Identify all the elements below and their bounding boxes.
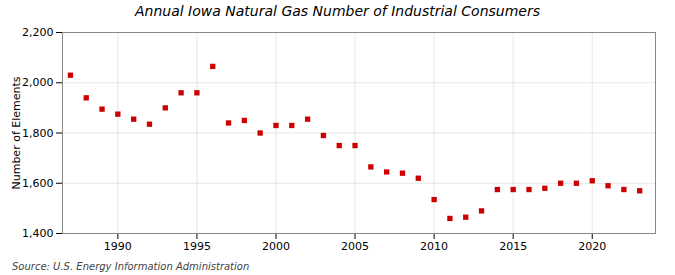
svg-text:2005: 2005 — [341, 240, 369, 253]
svg-text:Number of Elements: Number of Elements — [10, 76, 23, 189]
svg-text:2020: 2020 — [578, 240, 606, 253]
svg-text:1,800: 1,800 — [22, 127, 54, 140]
svg-text:2,000: 2,000 — [22, 76, 54, 89]
svg-text:2,200: 2,200 — [22, 26, 54, 39]
svg-text:1995: 1995 — [183, 240, 211, 253]
html-text:Annual Iowa Natural Gas Number: Annual Iowa Natural Gas Number of Indust… — [135, 3, 540, 19]
svg-text:1990: 1990 — [104, 240, 132, 253]
svg-text:2015: 2015 — [499, 240, 527, 253]
svg-text:2000: 2000 — [262, 240, 290, 253]
svg-text:1,600: 1,600 — [22, 177, 54, 190]
svg-text:2010: 2010 — [420, 240, 448, 253]
html-text:Source: U.S. Energy Informatio: Source: U.S. Energy Information Administ… — [12, 261, 250, 272]
svg-text:1,400: 1,400 — [22, 227, 54, 240]
